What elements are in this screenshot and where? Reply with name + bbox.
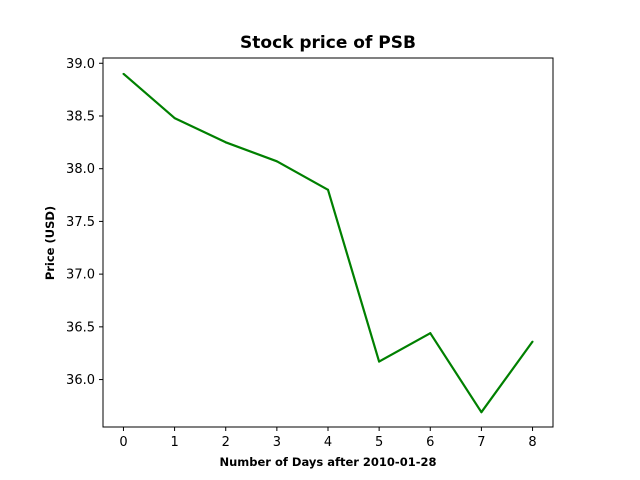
data-point <box>378 360 381 363</box>
x-tick-label: 7 <box>477 435 485 450</box>
data-point <box>480 411 483 414</box>
x-tick-label: 6 <box>426 435 434 450</box>
y-tick-label: 37.5 <box>66 215 95 230</box>
chart-title: Stock price of PSB <box>240 33 416 53</box>
data-point <box>122 72 125 75</box>
x-tick-label: 3 <box>273 435 281 450</box>
y-tick-label: 38.5 <box>66 109 95 124</box>
y-axis: 36.0 36.5 37.0 37.5 38.0 38.5 39.0 <box>66 57 103 388</box>
data-point <box>429 332 432 335</box>
data-point <box>173 117 176 120</box>
x-tick-label: 8 <box>528 435 536 450</box>
x-axis-label: Number of Days after 2010-01-28 <box>219 455 436 469</box>
x-tick-label: 4 <box>324 435 332 450</box>
y-axis-label: Price (USD) <box>43 206 57 280</box>
y-tick-label: 39.0 <box>66 57 95 72</box>
data-point <box>531 340 534 343</box>
data-point <box>224 141 227 144</box>
x-tick-label: 1 <box>170 435 178 450</box>
y-tick-label: 36.0 <box>66 373 95 388</box>
x-tick-label: 0 <box>119 435 127 450</box>
x-tick-label: 5 <box>375 435 383 450</box>
series-line <box>122 72 534 414</box>
x-axis: 0 1 2 3 4 5 6 7 8 <box>119 427 537 450</box>
y-tick-label: 36.5 <box>66 320 95 335</box>
series-layer <box>122 72 534 414</box>
y-tick-label: 37.0 <box>66 268 95 283</box>
x-tick-label: 2 <box>222 435 230 450</box>
y-tick-label: 38.0 <box>66 162 95 177</box>
data-point <box>327 188 329 191</box>
data-point <box>275 160 278 163</box>
